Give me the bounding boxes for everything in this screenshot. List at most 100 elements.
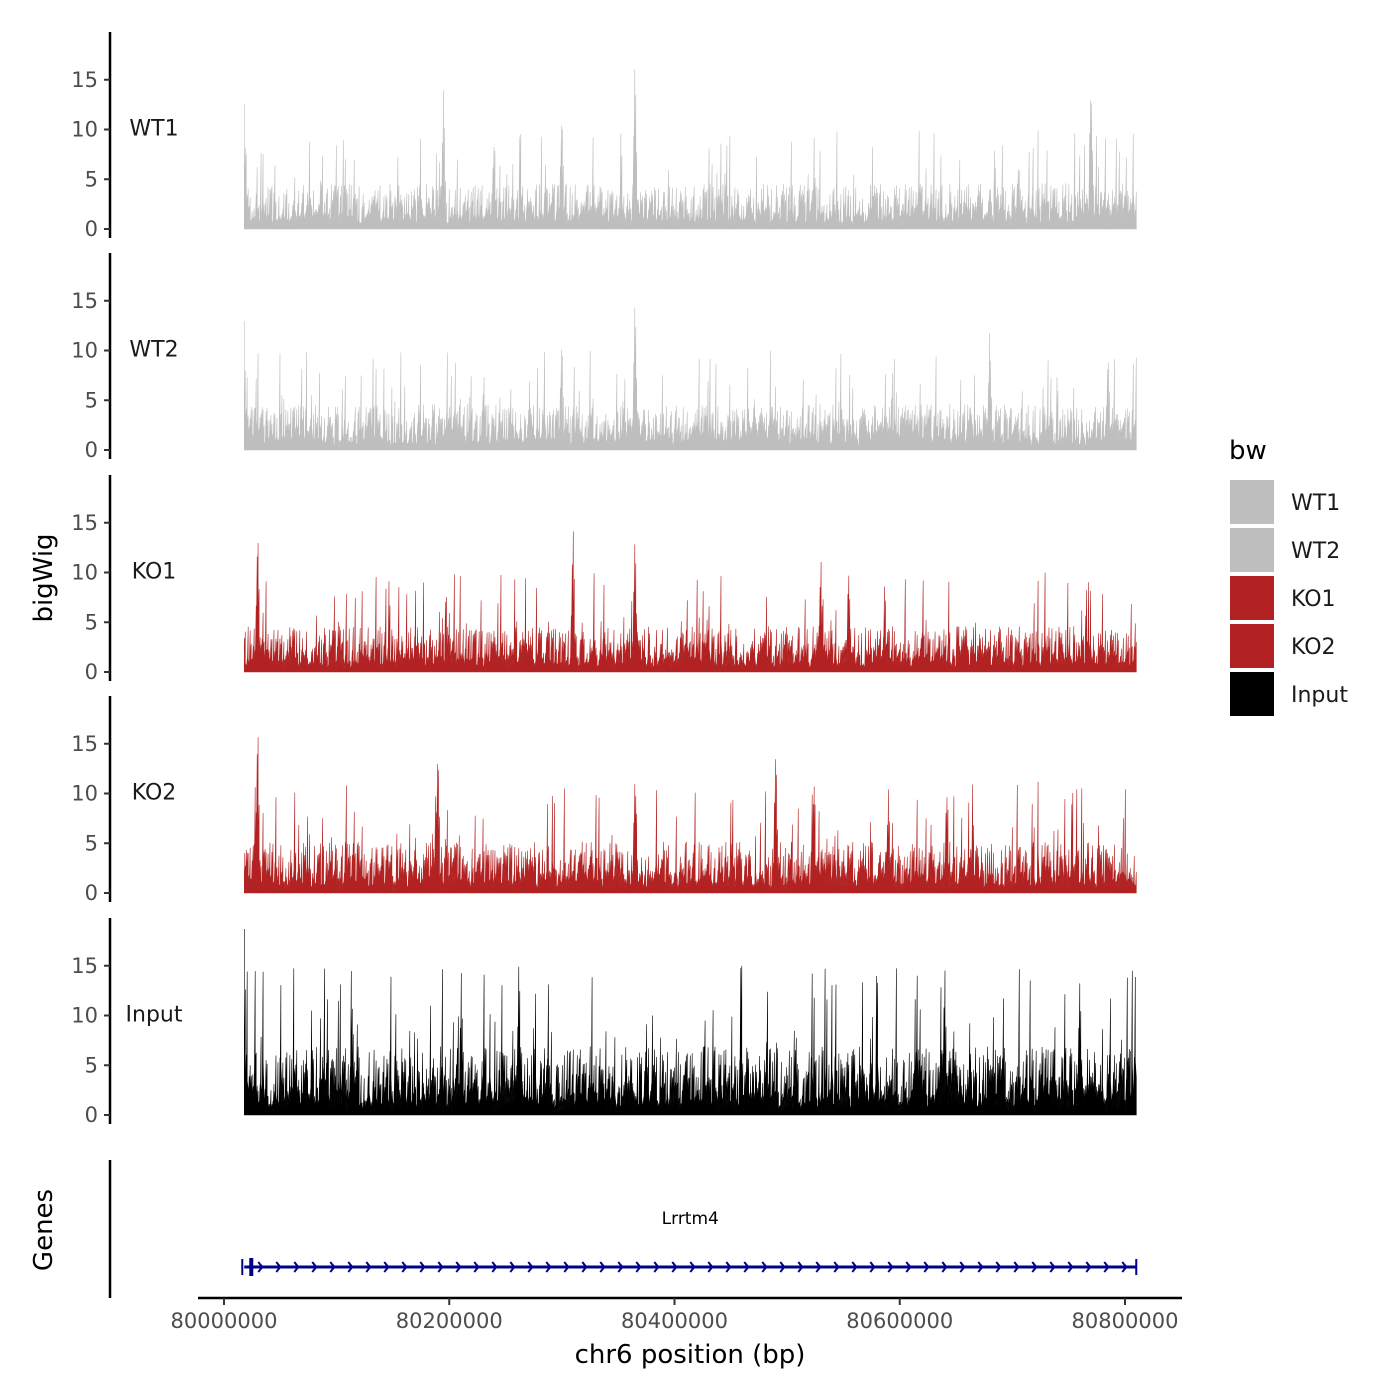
strand-arrow <box>707 1261 714 1273</box>
legend-swatch <box>1230 624 1274 668</box>
strand-arrow <box>1013 1261 1020 1273</box>
signal-area <box>244 737 1137 894</box>
track-wt2: 0 5 10 15 WT2 <box>71 253 1137 462</box>
x-tick-label: 80000000 <box>171 1309 278 1333</box>
track-ko1: 0 5 10 15 KO1 <box>71 475 1137 684</box>
y-tick-label: 15 <box>71 511 98 535</box>
strand-arrow <box>923 1261 930 1273</box>
strand-arrow <box>671 1261 678 1273</box>
tracks-group: 0 5 10 15 WT1 0 5 10 15 WT2 0 5 10 15 KO1 0 5 10 15 KO2 0 5 10… <box>71 32 1137 1127</box>
strand-arrow <box>509 1261 516 1273</box>
signal-area <box>244 929 1137 1116</box>
strand-arrow <box>995 1261 1002 1273</box>
strand-arrow <box>1085 1261 1092 1273</box>
x-tick-label: 80600000 <box>846 1309 953 1333</box>
strand-arrow <box>365 1261 372 1273</box>
strand-arrow <box>1121 1261 1128 1273</box>
strand-arrow <box>419 1261 426 1273</box>
y-tick-label: 10 <box>71 561 98 585</box>
signal-area <box>244 531 1137 673</box>
strand-arrow <box>257 1261 264 1273</box>
x-axis: 80000000 80200000 80400000 80600000 80800000 <box>171 1296 1182 1333</box>
strand-arrow <box>1031 1261 1038 1273</box>
y-tick-label: 0 <box>85 881 98 905</box>
strand-arrow <box>311 1261 318 1273</box>
y-tick-label: 5 <box>85 610 98 634</box>
y-tick-label: 5 <box>85 167 98 191</box>
legend-swatch <box>1230 672 1274 716</box>
y-tick-label: 0 <box>85 217 98 241</box>
strand-arrow <box>653 1261 660 1273</box>
strand-arrow <box>959 1261 966 1273</box>
legend-label: WT1 <box>1291 491 1340 516</box>
track-label: WT2 <box>129 338 178 363</box>
strand-arrow <box>455 1261 462 1273</box>
y-tick-label: 0 <box>85 660 98 684</box>
y-tick-label: 5 <box>85 1053 98 1077</box>
strand-arrow <box>347 1261 354 1273</box>
strand-arrow <box>527 1261 534 1273</box>
strand-arrow <box>977 1261 984 1273</box>
strand-arrow <box>725 1261 732 1273</box>
strand-arrow <box>635 1261 642 1273</box>
track-ko2: 0 5 10 15 KO2 <box>71 696 1137 905</box>
signal-area <box>244 69 1137 230</box>
strand-arrow <box>599 1261 606 1273</box>
track-label: Input <box>126 1003 183 1028</box>
strand-arrow <box>761 1261 768 1273</box>
strand-arrow <box>797 1261 804 1273</box>
track-wt1: 0 5 10 15 WT1 <box>71 32 1137 241</box>
strand-arrow <box>779 1261 786 1273</box>
strand-arrow <box>617 1261 624 1273</box>
y-tick-label: 10 <box>71 782 98 806</box>
strand-arrow <box>815 1261 822 1273</box>
x-tick-label: 80200000 <box>396 1309 503 1333</box>
y-tick-label: 5 <box>85 388 98 412</box>
strand-arrow <box>491 1261 498 1273</box>
strand-arrow <box>563 1261 570 1273</box>
gene-track: Lrrtm4 <box>108 1160 1138 1298</box>
strand-arrow <box>887 1261 894 1273</box>
strand-arrow <box>689 1261 696 1273</box>
track-input: 0 5 10 15 Input <box>71 918 1137 1127</box>
x-axis-title: chr6 position (bp) <box>575 1340 806 1370</box>
strand-arrow <box>1103 1261 1110 1273</box>
strand-arrow <box>293 1261 300 1273</box>
y-axis-title: bigWig <box>29 533 59 622</box>
x-tick-label: 80400000 <box>621 1309 728 1333</box>
gene-exon <box>249 1258 254 1276</box>
legend-label: WT2 <box>1291 539 1340 564</box>
strand-arrow <box>833 1261 840 1273</box>
strand-arrow <box>401 1261 408 1273</box>
strand-arrow <box>437 1261 444 1273</box>
strand-arrow <box>473 1261 480 1273</box>
strand-arrow <box>1067 1261 1074 1273</box>
track-label: WT1 <box>129 117 178 142</box>
y-tick-label: 10 <box>71 118 98 142</box>
y-tick-label: 0 <box>85 1103 98 1127</box>
legend-swatch <box>1230 576 1274 620</box>
y-tick-label: 15 <box>71 732 98 756</box>
strand-arrow <box>851 1261 858 1273</box>
legend-title: bw <box>1229 436 1267 466</box>
gene-name: Lrrtm4 <box>662 1209 719 1229</box>
legend-swatch <box>1230 528 1274 572</box>
y-tick-label: 15 <box>71 289 98 313</box>
signal-area <box>244 307 1137 451</box>
y-tick-label: 10 <box>71 1004 98 1028</box>
legend-label: Input <box>1291 683 1348 708</box>
strand-arrow <box>545 1261 552 1273</box>
track-label: KO1 <box>132 560 177 585</box>
strand-arrow <box>275 1261 282 1273</box>
legend: bw WT1 WT2 KO1 KO2 Input <box>1229 436 1348 716</box>
strand-arrow <box>383 1261 390 1273</box>
strand-arrow <box>869 1261 876 1273</box>
legend-swatch <box>1230 480 1274 524</box>
genes-track-title: Genes <box>29 1189 59 1271</box>
y-tick-label: 15 <box>71 68 98 92</box>
y-tick-label: 10 <box>71 339 98 363</box>
strand-arrow <box>941 1261 948 1273</box>
track-label: KO2 <box>132 781 177 806</box>
y-tick-label: 0 <box>85 438 98 462</box>
